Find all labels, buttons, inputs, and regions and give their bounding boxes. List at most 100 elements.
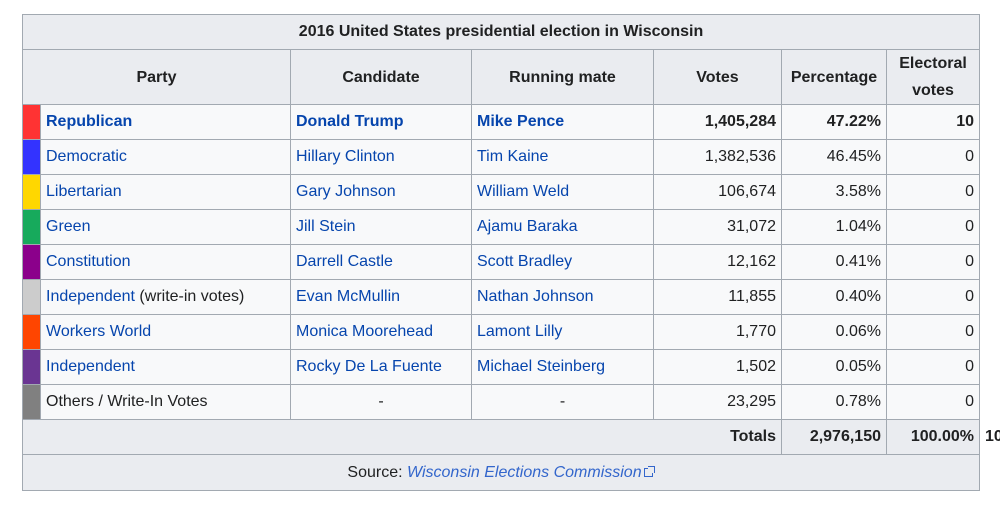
votes-cell: 11,855 bbox=[653, 279, 782, 315]
running-mate-link[interactable]: Lamont Lilly bbox=[477, 323, 563, 340]
candidate-link[interactable]: Evan McMullin bbox=[296, 288, 401, 305]
candidate-link[interactable]: Hillary Clinton bbox=[296, 148, 395, 165]
party-link[interactable]: Workers World bbox=[46, 323, 152, 340]
electoral-votes-cell: 0 bbox=[885, 139, 981, 175]
table-row: Workers World Monica Moorehead Lamont Lill… bbox=[22, 314, 981, 350]
candidate-link[interactable]: Donald Trump bbox=[296, 113, 404, 130]
candidate-cell: Donald Trump bbox=[290, 104, 472, 140]
party-color-swatch bbox=[22, 139, 41, 175]
party-cell: Constitution bbox=[40, 244, 291, 280]
percentage-cell: 0.78% bbox=[781, 384, 887, 420]
candidate-cell: - bbox=[290, 384, 472, 420]
party-name: Others / Write-In Votes bbox=[46, 393, 208, 410]
running-mate-cell: Tim Kaine bbox=[471, 139, 654, 175]
source-link[interactable]: Wisconsin Elections Commission bbox=[407, 463, 642, 481]
totals-row: Totals 2,976,150 100.00% 10 bbox=[22, 419, 1000, 455]
totals-label: Totals bbox=[22, 419, 782, 455]
party-link[interactable]: Republican bbox=[46, 113, 133, 130]
running-mate-link[interactable]: Nathan Johnson bbox=[477, 288, 594, 305]
party-suffix: (write-in votes) bbox=[134, 288, 245, 305]
table-row: Democratic Hillary Clinton Tim Kaine 1,382,… bbox=[22, 139, 981, 175]
candidate-cell: Rocky De La Fuente bbox=[290, 349, 472, 385]
electoral-votes-cell: 0 bbox=[885, 384, 981, 420]
party-color-swatch bbox=[22, 104, 41, 140]
party-link[interactable]: Independent bbox=[46, 288, 135, 305]
percentage-cell: 0.41% bbox=[781, 244, 887, 280]
table-row: Libertarian Gary Johnson William Weld 106,6… bbox=[22, 174, 981, 210]
candidate-link[interactable]: Gary Johnson bbox=[296, 183, 396, 200]
header-party: Party bbox=[22, 49, 291, 105]
election-results-container: 2016 United States presidential election… bbox=[21, 14, 1000, 491]
votes-cell: 106,674 bbox=[653, 174, 782, 210]
header-percentage: Percentage bbox=[781, 49, 887, 105]
votes-cell: 1,405,284 bbox=[653, 104, 782, 140]
running-mate-link[interactable]: William Weld bbox=[477, 183, 570, 200]
running-mate-cell: Scott Bradley bbox=[471, 244, 654, 280]
party-cell: Green bbox=[40, 209, 291, 245]
candidate-cell: Monica Moorehead bbox=[290, 314, 472, 350]
party-color-swatch bbox=[22, 209, 41, 245]
party-color-swatch bbox=[22, 384, 41, 420]
candidate-link[interactable]: Rocky De La Fuente bbox=[296, 358, 442, 375]
party-link[interactable]: Constitution bbox=[46, 253, 131, 270]
party-link[interactable]: Green bbox=[46, 218, 91, 235]
percentage-cell: 0.05% bbox=[781, 349, 887, 385]
candidate-cell: Jill Stein bbox=[290, 209, 472, 245]
election-results-table: 2016 United States presidential election… bbox=[21, 14, 1000, 491]
table-header-row: Party Candidate Running mate Votes Perce… bbox=[22, 49, 981, 105]
running-mate-link[interactable]: Michael Steinberg bbox=[477, 358, 606, 375]
party-cell: Independent (write-in votes) bbox=[40, 279, 291, 315]
party-cell: Independent bbox=[40, 349, 291, 385]
table-caption: 2016 United States presidential election… bbox=[21, 14, 981, 50]
candidate-cell: Darrell Castle bbox=[290, 244, 472, 280]
table-caption-row: 2016 United States presidential election… bbox=[21, 14, 981, 50]
table-row: Independent Rocky De La Fuente Michael Ste… bbox=[22, 349, 981, 385]
party-color-swatch bbox=[22, 244, 41, 280]
source-prefix: Source: bbox=[347, 463, 407, 481]
votes-cell: 1,382,536 bbox=[653, 139, 782, 175]
running-mate-link[interactable]: Ajamu Baraka bbox=[477, 218, 578, 235]
table-row: Independent (write-in votes) Evan McMulli… bbox=[22, 279, 981, 315]
electoral-votes-cell: 0 bbox=[885, 279, 981, 315]
candidate-link[interactable]: Jill Stein bbox=[296, 218, 356, 235]
running-mate-link[interactable]: Scott Bradley bbox=[477, 253, 573, 270]
header-votes: Votes bbox=[653, 49, 782, 105]
header-running-mate: Running mate bbox=[471, 49, 654, 105]
candidate-cell: Evan McMullin bbox=[290, 279, 472, 315]
party-link[interactable]: Libertarian bbox=[46, 183, 122, 200]
source-cell: Source: Wisconsin Elections Commission bbox=[21, 454, 981, 491]
running-mate-cell: Nathan Johnson bbox=[471, 279, 654, 315]
party-link[interactable]: Democratic bbox=[46, 148, 127, 165]
percentage-cell: 0.06% bbox=[781, 314, 887, 350]
votes-cell: 1,502 bbox=[653, 349, 782, 385]
electoral-votes-cell: 0 bbox=[885, 209, 981, 245]
running-mate-cell: William Weld bbox=[471, 174, 654, 210]
party-link[interactable]: Independent bbox=[46, 358, 135, 375]
table-row: Green Jill Stein Ajamu Baraka 31,072 1.04% 0 bbox=[22, 209, 981, 245]
candidate-cell: Hillary Clinton bbox=[290, 139, 472, 175]
table-row: Constitution Darrell Castle Scott Bradley 1… bbox=[22, 244, 981, 280]
party-color-swatch bbox=[22, 174, 41, 210]
party-cell: Libertarian bbox=[40, 174, 291, 210]
running-mate-cell: Mike Pence bbox=[471, 104, 654, 140]
external-link-icon[interactable] bbox=[643, 465, 655, 477]
party-cell: Democratic bbox=[40, 139, 291, 175]
party-color-swatch bbox=[22, 279, 41, 315]
candidate-cell: Gary Johnson bbox=[290, 174, 472, 210]
percentage-cell: 0.40% bbox=[781, 279, 887, 315]
party-color-swatch bbox=[22, 314, 41, 350]
votes-cell: 31,072 bbox=[653, 209, 782, 245]
candidate-link[interactable]: Monica Moorehead bbox=[296, 323, 433, 340]
party-cell: Republican bbox=[40, 104, 291, 140]
candidate-link[interactable]: Darrell Castle bbox=[296, 253, 393, 270]
votes-cell: 1,770 bbox=[653, 314, 782, 350]
party-cell: Others / Write-In Votes bbox=[40, 384, 291, 420]
party-cell: Workers World bbox=[40, 314, 291, 350]
source-row: Source: Wisconsin Elections Commission bbox=[21, 454, 981, 491]
electoral-votes-cell: 0 bbox=[885, 244, 981, 280]
percentage-cell: 3.58% bbox=[781, 174, 887, 210]
electoral-votes-cell: 0 bbox=[885, 349, 981, 385]
running-mate-link[interactable]: Mike Pence bbox=[477, 113, 565, 130]
totals-percentage: 100.00% bbox=[885, 419, 981, 455]
running-mate-link[interactable]: Tim Kaine bbox=[477, 148, 549, 165]
